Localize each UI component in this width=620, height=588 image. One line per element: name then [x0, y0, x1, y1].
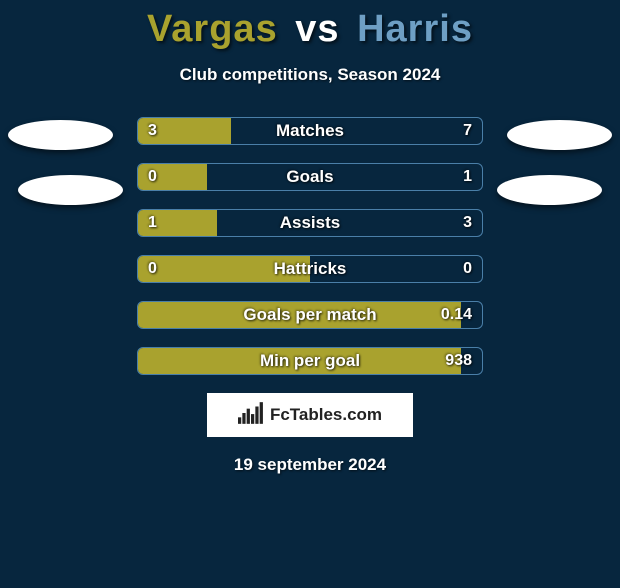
stat-label: Hattricks [138, 256, 482, 282]
stat-row: 1Assists3 [137, 209, 483, 237]
date-line: 19 september 2024 [0, 455, 620, 475]
stat-value-right: 938 [445, 348, 472, 374]
title-vs: vs [295, 8, 339, 50]
brand-text: FcTables.com [270, 405, 382, 425]
stat-row: 0Goals1 [137, 163, 483, 191]
stat-bars: 3Matches70Goals11Assists30Hattricks0Goal… [137, 117, 483, 375]
avatar-left-2 [18, 175, 123, 205]
page-title: Vargas vs Harris [0, 8, 620, 51]
stat-row: Min per goal938 [137, 347, 483, 375]
stat-value-right: 0.14 [441, 302, 472, 328]
stat-label: Goals per match [138, 302, 482, 328]
stat-value-right: 3 [463, 210, 472, 236]
stat-row: Goals per match0.14 [137, 301, 483, 329]
stat-value-right: 0 [463, 256, 472, 282]
title-player2: Harris [357, 8, 473, 50]
avatar-right-2 [497, 175, 602, 205]
comparison-arena: 3Matches70Goals11Assists30Hattricks0Goal… [0, 117, 620, 375]
avatar-left-1 [8, 120, 113, 150]
stat-value-right: 1 [463, 164, 472, 190]
title-player1: Vargas [147, 8, 278, 50]
stat-label: Assists [138, 210, 482, 236]
stat-label: Goals [138, 164, 482, 190]
bar-chart-icon [238, 402, 264, 429]
stat-label: Min per goal [138, 348, 482, 374]
stat-row: 3Matches7 [137, 117, 483, 145]
stat-label: Matches [138, 118, 482, 144]
subtitle: Club competitions, Season 2024 [0, 65, 620, 85]
stat-row: 0Hattricks0 [137, 255, 483, 283]
brand-badge: FcTables.com [207, 393, 413, 437]
stat-value-right: 7 [463, 118, 472, 144]
avatar-right-1 [507, 120, 612, 150]
